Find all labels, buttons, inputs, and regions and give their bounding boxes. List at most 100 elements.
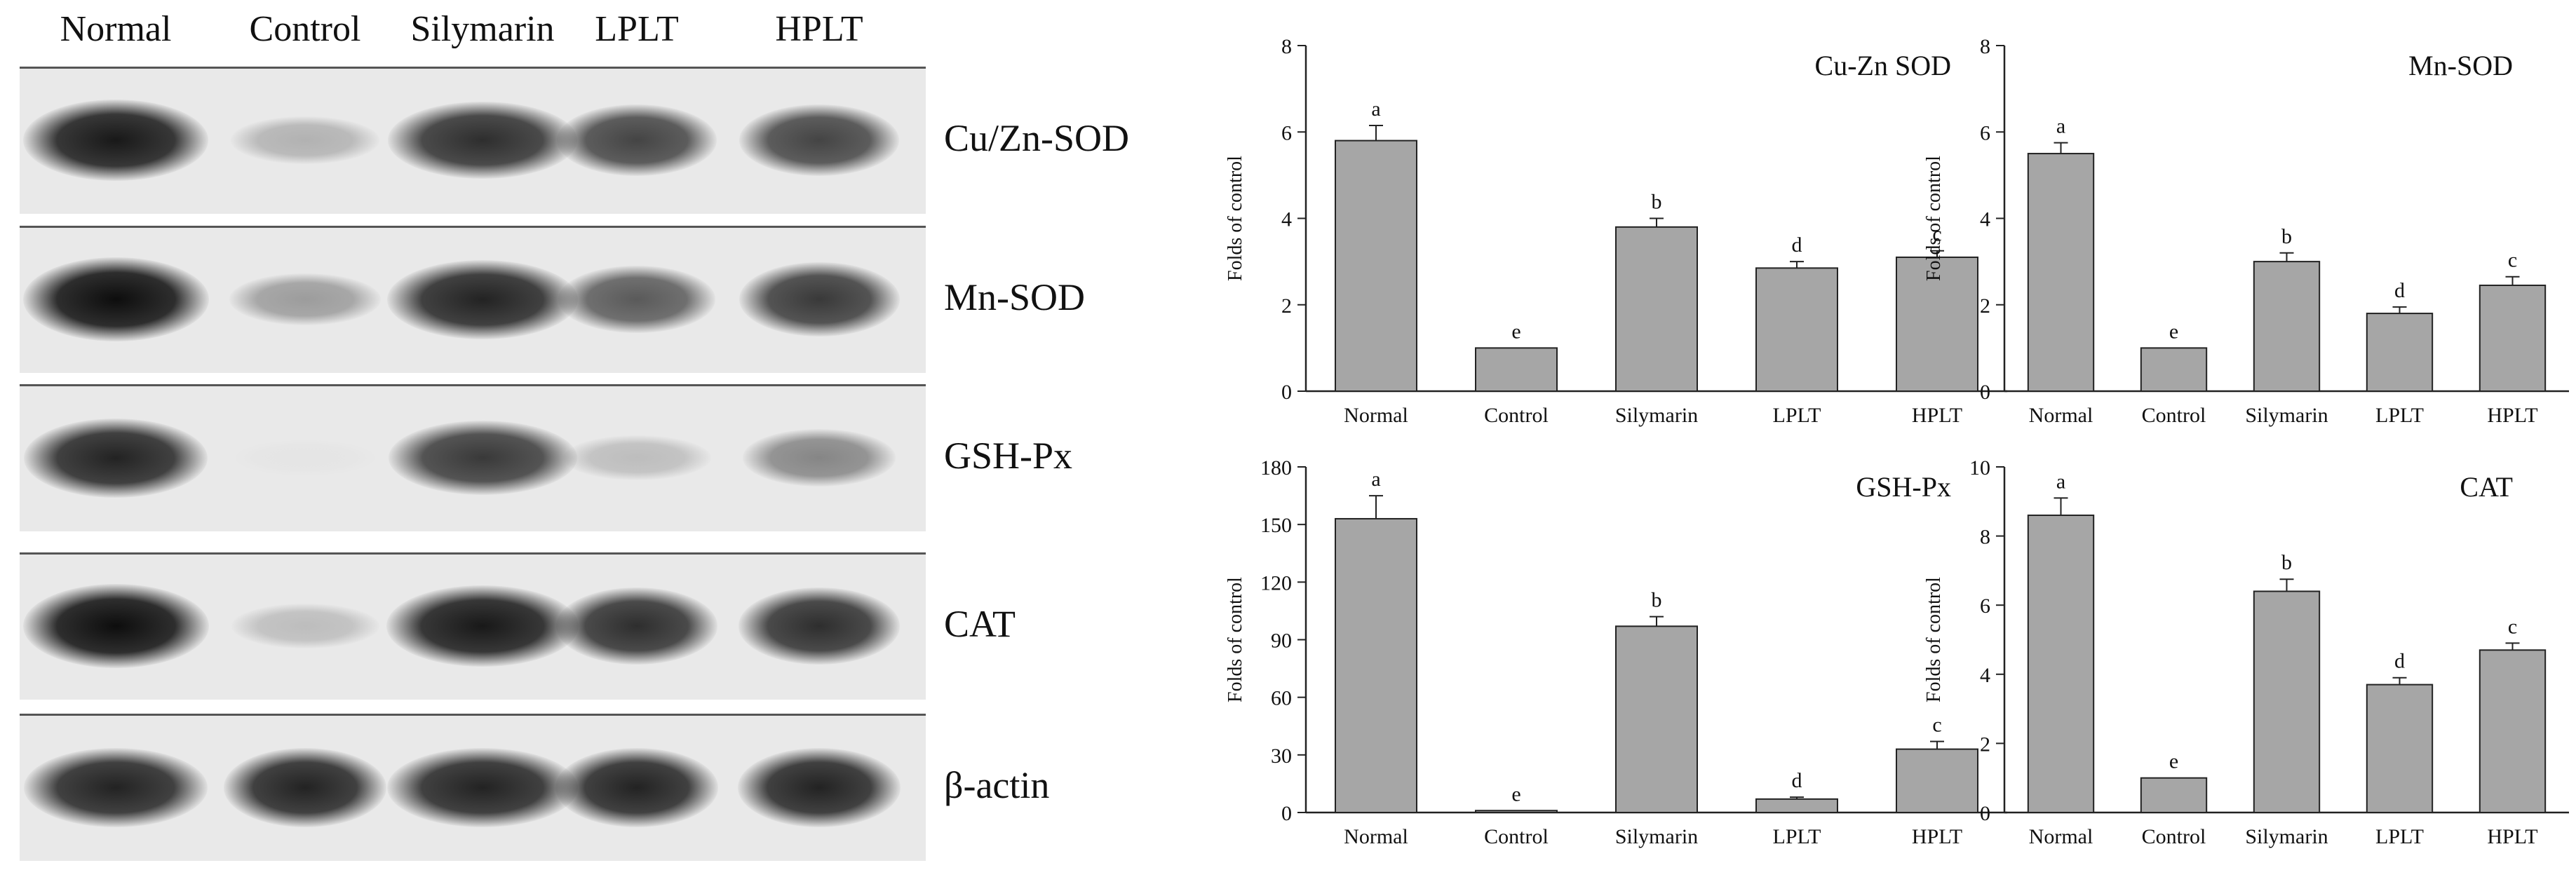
blot-band [562,435,711,480]
blot-band [229,273,381,326]
protein-label: Mn-SOD [944,276,1086,318]
y-tick-label: 60 [1271,687,1292,710]
bar [2140,347,2208,392]
y-tick-label: 8 [1281,35,1292,58]
significance-letter: a [1371,97,1380,121]
blot-band [558,266,716,333]
x-tick-label: HPLT [1912,825,1962,848]
bar [1615,226,1698,393]
x-tick-label: Control [1484,404,1549,427]
y-axis-label: Folds of control [1923,156,1945,281]
lane-label-hplt: HPLT [775,9,863,49]
y-tick-label: 2 [1980,733,1990,756]
blot-band [22,257,209,341]
significance-letter: d [1792,233,1802,257]
blot-band [24,747,208,827]
blot-band [742,429,896,487]
protein-label: β-actin [944,764,1050,806]
y-tick-label: 0 [1281,802,1292,825]
blot-band [22,584,209,668]
chart-title: Cu-Zn SOD [1815,50,1951,81]
significance-letter: c [1932,223,1941,246]
lane-label-control: Control [249,9,361,49]
y-tick-label: 0 [1980,802,1990,825]
significance-letter: a [2056,115,2065,138]
bar [2253,590,2321,813]
x-tick-label: Normal [2029,825,2093,848]
y-tick-label: 4 [1980,664,1990,687]
blot-strip-cat [20,552,926,700]
western-blot-panel: Normal Control Silymarin LPLT HPLT Cu/Zn-SOD M… [0,0,1150,877]
significance-letter: b [1652,191,1662,214]
y-tick-label: 0 [1980,381,1990,404]
blot-strip-cu-zn-sod [20,67,926,214]
blot-band [387,259,578,339]
bar [1755,267,1838,392]
significance-letter: d [2394,279,2405,302]
blot-band [24,418,208,498]
bar-charts-svg: 0 2 4 6 8 Folds of control Cu-Zn SOD a Normal e Co… [1225,35,2569,848]
blot-separator-line [20,552,926,555]
blot-band [230,116,380,164]
bar [1896,748,1978,814]
bar [2366,684,2434,814]
y-tick-label: 4 [1281,208,1292,231]
protein-label: CAT [944,603,1016,645]
blot-band [738,747,901,827]
significance-letter: a [1371,468,1380,491]
blot-band [738,587,901,665]
chart-title: CAT [2460,471,2513,503]
blot-band [224,747,386,827]
bar [1475,347,1558,392]
blot-band [555,747,718,827]
y-tick-label: 8 [1980,526,1990,549]
bar [1335,517,1417,813]
x-tick-label: Silymarin [2245,825,2328,848]
y-tick-label: 2 [1281,294,1292,318]
bar [2027,515,2095,814]
x-tick-label: Silymarin [2245,404,2328,427]
significance-letter: c [2508,249,2517,272]
y-tick-label: 180 [1260,456,1292,480]
bar [1335,140,1417,392]
blot-band [739,104,899,177]
bar [2479,649,2547,813]
significance-letter: b [1652,589,1662,612]
significance-letter: d [1792,769,1802,792]
blot-separator-line [20,714,926,716]
blot-band [739,262,900,336]
blot-separator-line [20,67,926,69]
x-tick-label: Silymarin [1615,404,1698,427]
bar [1475,810,1558,813]
blot-strip-gsh-px [20,384,926,531]
significance-letter: d [2394,650,2405,673]
blot-band [233,440,377,476]
y-tick-label: 6 [1980,594,1990,618]
blot-band [557,104,717,177]
y-tick-label: 10 [1969,456,1990,480]
y-tick-label: 2 [1980,294,1990,318]
significance-letter: b [2281,225,2292,248]
significance-letter: c [2508,615,2517,638]
protein-label: GSH-Px [944,435,1073,477]
y-tick-label: 0 [1281,381,1292,404]
x-tick-label: LPLT [2375,825,2424,848]
blot-band [23,99,208,182]
lane-label-silymarin: Silymarin [410,9,555,49]
x-tick-label: LPLT [1773,825,1821,848]
y-tick-label: 6 [1281,121,1292,144]
x-tick-label: LPLT [1773,404,1821,427]
y-tick-label: 6 [1980,121,1990,144]
y-axis-label: Folds of control [1923,577,1945,702]
significance-letter: e [1511,320,1520,343]
x-tick-label: Silymarin [1615,825,1698,848]
bar [2366,313,2434,393]
x-tick-label: Control [2142,404,2206,427]
x-tick-label: HPLT [2487,404,2537,427]
significance-letter: e [2169,320,2178,343]
x-tick-label: Normal [1344,404,1408,427]
bar [1615,625,1698,813]
blot-separator-line [20,384,926,386]
y-tick-label: 150 [1260,514,1292,537]
x-tick-label: Normal [1344,825,1408,848]
